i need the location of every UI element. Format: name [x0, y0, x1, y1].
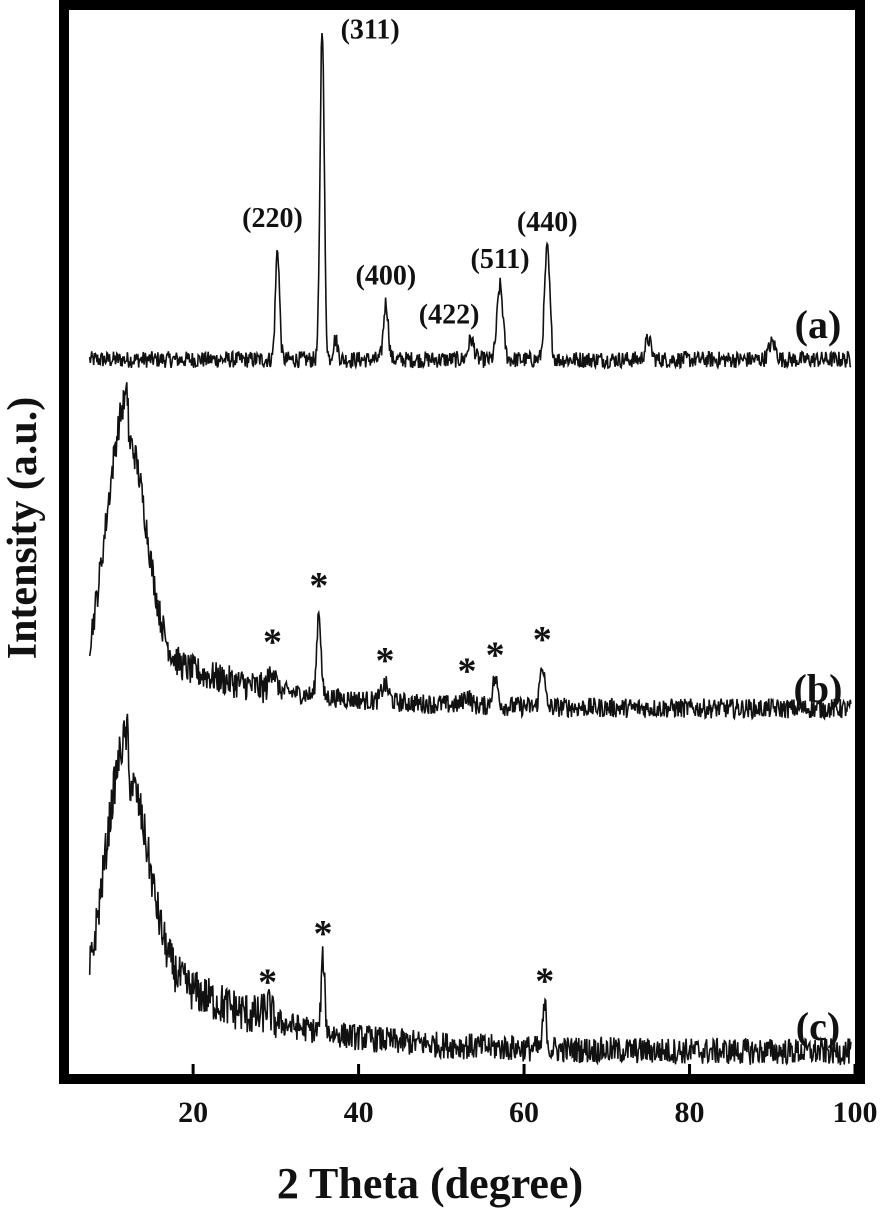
y-axis-title: Intensity (a.u.): [0, 397, 46, 660]
phase-marker: *: [535, 960, 554, 1002]
xrd-pattern-a: [88, 33, 852, 371]
phase-marker: *: [486, 635, 505, 677]
curves-group: [88, 33, 852, 1066]
x-tick-label: 60: [509, 1096, 539, 1129]
phase-marker: *: [376, 640, 395, 682]
x-tick-label: 100: [833, 1096, 878, 1129]
peak-label: (220): [242, 203, 303, 234]
x-tick-label: 20: [178, 1096, 208, 1129]
panel-label-b: (b): [794, 666, 843, 711]
x-axis: 20 40 60 80 100: [178, 1064, 878, 1129]
x-tick-label: 80: [675, 1096, 705, 1129]
peak-label: (422): [419, 300, 480, 331]
peak-label: (440): [517, 207, 578, 238]
phase-marker: *: [457, 650, 476, 692]
phase-marker: *: [314, 913, 333, 955]
xrd-pattern-b: [88, 382, 852, 721]
peak-label: (400): [356, 261, 417, 292]
annotations-group: (220)(311)(400)(422)(511)(440)*** * * ****: [242, 15, 577, 1004]
phase-marker: *: [309, 565, 328, 607]
xrd-pattern-c: [88, 713, 852, 1066]
panel-label-c: (c): [796, 1004, 840, 1049]
phase-marker: *: [263, 622, 282, 664]
peak-label: (311): [341, 15, 400, 46]
x-axis-title: 2 Theta (degree): [277, 1159, 583, 1208]
panel-labels-group: (a) (b) (c): [794, 302, 843, 1049]
peak-label: (511): [471, 244, 530, 275]
plot-frame: [59, 0, 865, 1084]
phase-marker: *: [533, 619, 552, 661]
x-tick-label: 40: [344, 1096, 374, 1129]
phase-marker: *: [258, 961, 277, 1003]
panel-label-a: (a): [795, 302, 842, 347]
